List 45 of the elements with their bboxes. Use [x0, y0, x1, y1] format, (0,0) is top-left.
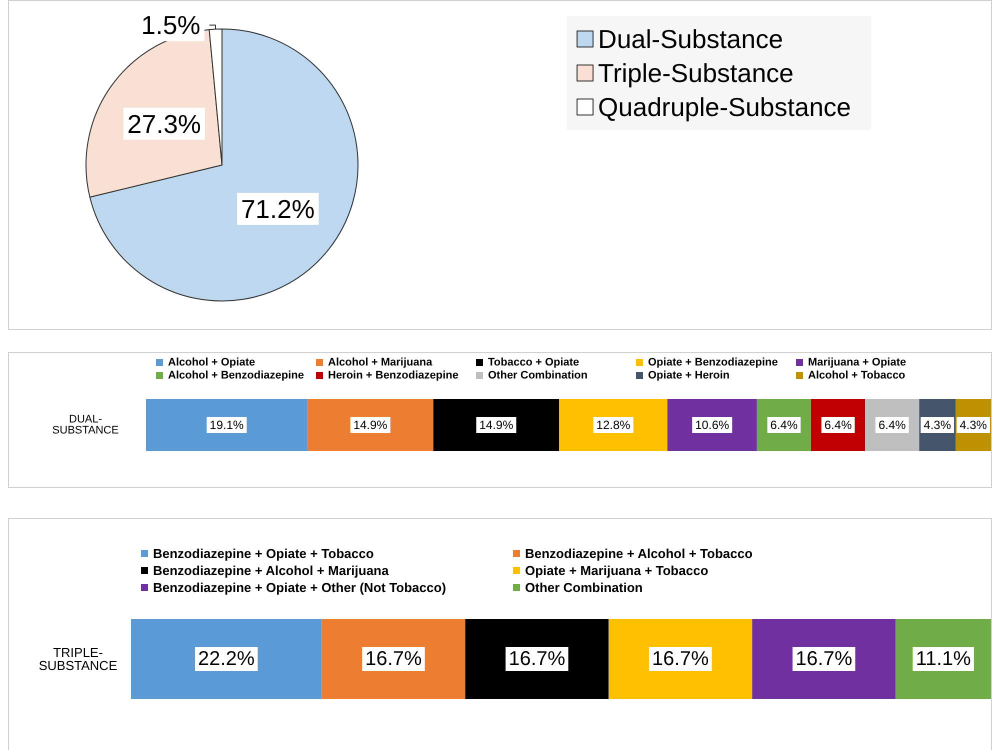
- bar: [307, 399, 434, 451]
- bar: [146, 399, 308, 451]
- bar: [559, 399, 668, 451]
- legend-label: Heroin + Benzodiazepine: [328, 370, 458, 382]
- data-label: 4.3%: [960, 418, 988, 432]
- data-label: 12.8%: [596, 418, 631, 432]
- y-tick-label: TRIPLE-SUBSTANCE: [38, 645, 118, 673]
- legend-label: Benzodiazepine + Alcohol + Marijuana: [153, 563, 390, 578]
- legend-label: Alcohol + Opiate: [168, 356, 256, 368]
- data-label: 19.1%: [210, 418, 244, 432]
- legend-label: Opiate + Heroin: [648, 370, 730, 382]
- bar: [433, 399, 560, 451]
- legend-label: Benzodiazepine + Alcohol + Tobacco: [525, 546, 753, 561]
- data-label: 10.6%: [695, 418, 730, 432]
- legend-label: Other Combination: [525, 580, 643, 595]
- data-label: 16.7%: [796, 648, 852, 670]
- legend-label: Opiate + Marijuana + Tobacco: [525, 563, 708, 578]
- data-label: 27.3%: [127, 108, 202, 139]
- legend-label: Triple-Substance: [598, 58, 794, 88]
- data-label: 4.3%: [924, 418, 952, 432]
- data-label: 22.2%: [198, 648, 255, 670]
- legend-label: Marijuana + Opiate: [808, 356, 906, 368]
- data-label: 6.4%: [878, 418, 906, 432]
- legend-label: Alcohol + Benzodiazepine: [168, 370, 304, 382]
- data-label: 6.4%: [770, 418, 798, 432]
- legend-label: Alcohol + Tobacco: [808, 370, 906, 382]
- data-label: 6.4%: [824, 418, 852, 432]
- data-label: 1.5%: [141, 10, 200, 40]
- data-label: 16.7%: [652, 648, 709, 670]
- data-label: 16.7%: [365, 648, 422, 670]
- legend-label: Tobacco + Opiate: [488, 356, 580, 368]
- data-label: 71.2%: [240, 194, 315, 224]
- data-label: 14.9%: [479, 418, 514, 432]
- legend-label: Alcohol + Marijuana: [328, 356, 434, 368]
- bar: [131, 619, 322, 699]
- data-label: 16.7%: [508, 648, 566, 670]
- legend-label: Opiate + Benzodiazepine: [648, 356, 778, 368]
- legend-label: Benzodiazepine + Opiate + Tobacco: [153, 546, 374, 561]
- y-tick-label: DUAL-SUBSTANCE: [52, 414, 119, 436]
- legend-label: Other Combination: [488, 370, 588, 382]
- legend-label: Quadruple-Substance: [598, 92, 852, 122]
- data-label: 14.9%: [353, 418, 388, 432]
- data-label: 11.1%: [916, 648, 972, 670]
- legend-label: Dual-Substance: [598, 24, 784, 54]
- legend-label: Benzodiazepine + Opiate + Other (Not Tobacco): [153, 580, 446, 595]
